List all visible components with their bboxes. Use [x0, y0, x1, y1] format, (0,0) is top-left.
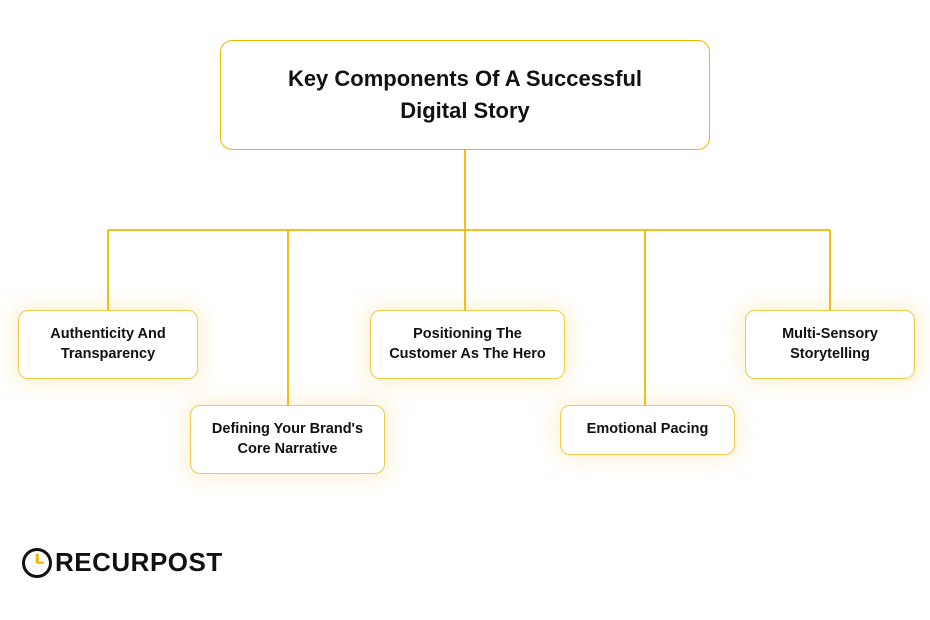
child-node-multisensory: Multi-Sensory Storytelling: [745, 310, 915, 379]
child-node-authenticity: Authenticity And Transparency: [18, 310, 198, 379]
child-label: Multi-Sensory: [762, 325, 898, 345]
brand-logo: RECURPOST: [22, 547, 223, 578]
child-label: Defining Your Brand's: [207, 420, 368, 440]
child-node-customer-hero: Positioning The Customer As The Hero: [370, 310, 565, 379]
root-node: Key Components Of A Successful Digital S…: [220, 40, 710, 150]
clock-icon: [22, 548, 52, 578]
child-label: Authenticity And: [35, 325, 181, 345]
child-label: Transparency: [35, 345, 181, 365]
brand-name: RECURPOST: [55, 547, 223, 578]
child-label: Storytelling: [762, 345, 898, 365]
child-label: Customer As The Hero: [387, 345, 548, 365]
child-label: Positioning The: [387, 325, 548, 345]
child-node-emotional-pacing: Emotional Pacing: [560, 405, 735, 455]
child-label: Core Narrative: [207, 440, 368, 460]
root-title-line1: Key Components Of A Successful: [241, 63, 689, 95]
root-title-line2: Digital Story: [241, 95, 689, 127]
child-label: Emotional Pacing: [577, 420, 718, 440]
child-node-brand-narrative: Defining Your Brand's Core Narrative: [190, 405, 385, 474]
